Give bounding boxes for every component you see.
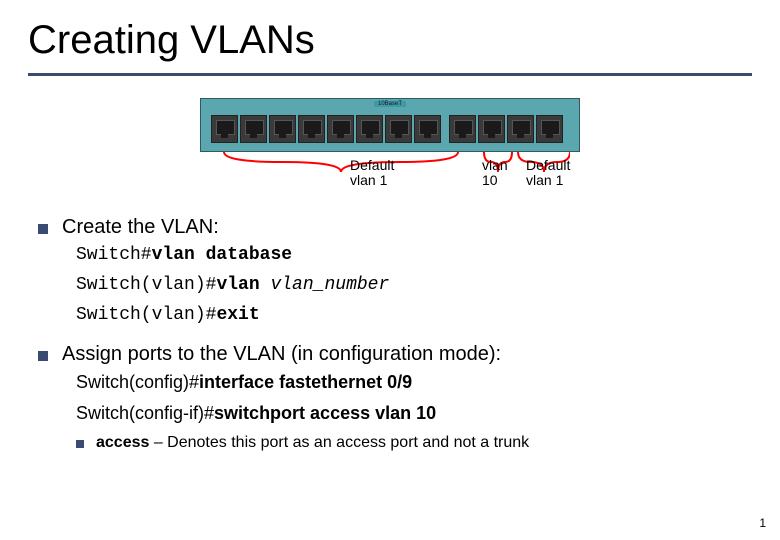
switch-port [240, 115, 267, 143]
switch-diagram: 10BaseT [28, 98, 752, 152]
vlan-label: Defaultvlan 1 [350, 158, 394, 189]
switch-port [507, 115, 534, 143]
config-line: Switch(config-if)#switchport access vlan… [76, 403, 752, 424]
switch-port [356, 115, 383, 143]
switch-port [385, 115, 412, 143]
bullet-level-2: access – Denotes this port as an access … [76, 434, 752, 452]
bullet-text: Create the VLAN: [62, 216, 219, 239]
switch-port [536, 115, 563, 143]
switch-body: 10BaseT [200, 98, 580, 152]
bullet-square-icon [76, 440, 84, 448]
switch-port [211, 115, 238, 143]
vlan-labels-row: Defaultvlan 1 vlan10 Defaultvlan 1 [28, 158, 752, 198]
slide-title: Creating VLANs [28, 18, 752, 63]
code-line: Switch#vlan database [76, 245, 752, 265]
switch-port [327, 115, 354, 143]
bullet-level-1: Assign ports to the VLAN (in configurati… [38, 343, 752, 366]
bullet-level-1: Create the VLAN: [38, 216, 752, 239]
bullet-square-icon [38, 224, 48, 234]
switch-port [478, 115, 505, 143]
switch-port [414, 115, 441, 143]
page-number: 1 [759, 516, 766, 530]
code-line: Switch(vlan)#exit [76, 305, 752, 325]
switch-port [449, 115, 476, 143]
vlan-label: vlan10 [482, 158, 508, 189]
config-line: Switch(config)#interface fastethernet 0/… [76, 372, 752, 393]
title-underline [28, 73, 752, 76]
switch-top-label: 10BaseT [374, 101, 406, 107]
switch-port [269, 115, 296, 143]
sub-bullet-text: access – Denotes this port as an access … [96, 434, 529, 452]
vlan-label: Defaultvlan 1 [526, 158, 570, 189]
switch-port [298, 115, 325, 143]
code-line: Switch(vlan)#vlan vlan_number [76, 275, 752, 295]
bullet-text: Assign ports to the VLAN (in configurati… [62, 343, 501, 366]
bullet-square-icon [38, 351, 48, 361]
